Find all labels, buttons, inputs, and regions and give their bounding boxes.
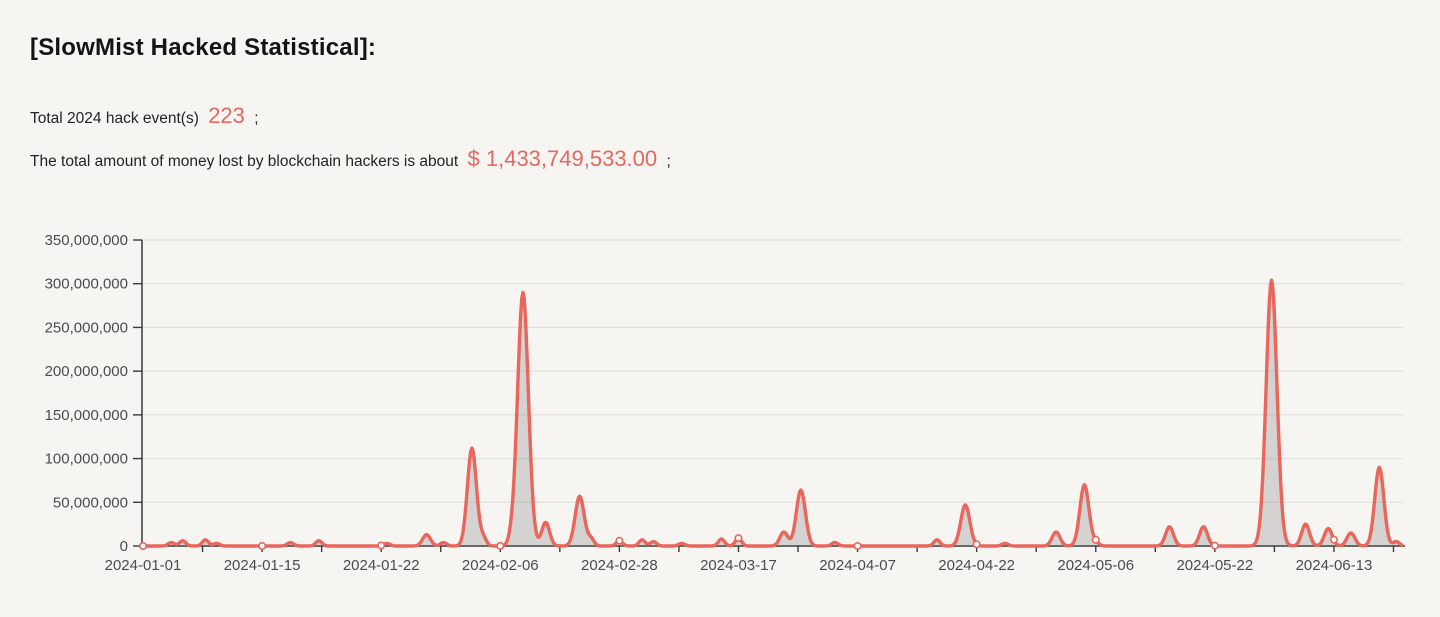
total-lost-line: The total amount of money lost by blockc… xyxy=(30,146,671,172)
hack-loss-chart-svg: 0 50,000,000 100,000,000 150,000,000 200,000… xyxy=(45,232,1405,574)
y-tick-label: 200,000,000 xyxy=(45,363,128,380)
total-lost-amount: $ 1,433,749,533.00 xyxy=(467,146,658,171)
x-tick-label: 2024-02-28 xyxy=(581,557,658,574)
data-point-marker xyxy=(853,541,862,550)
y-tick-label: 150,000,000 xyxy=(45,407,128,424)
data-point-marker xyxy=(972,540,981,549)
series-area-fill xyxy=(143,280,1402,546)
x-tick-label: 2024-03-17 xyxy=(700,557,777,574)
x-tick-label: 2024-01-01 xyxy=(105,557,182,574)
y-tick-label: 50,000,000 xyxy=(53,494,128,511)
data-point-marker xyxy=(1329,535,1338,544)
x-tick-label: 2024-05-06 xyxy=(1057,557,1134,574)
data-point-marker xyxy=(258,541,267,550)
x-tick-label: 2024-01-15 xyxy=(224,557,301,574)
data-point-marker xyxy=(734,534,743,543)
x-tick-label: 2024-04-07 xyxy=(819,557,896,574)
data-point-marker xyxy=(139,541,148,550)
x-tick-label: 2024-05-22 xyxy=(1176,557,1253,574)
series-line xyxy=(141,278,1404,548)
hack-events-suffix: ; xyxy=(254,110,259,127)
y-tick-label: 250,000,000 xyxy=(45,319,128,336)
total-lost-prefix: The total amount of money lost by blockc… xyxy=(30,153,459,170)
y-tick-label: 300,000,000 xyxy=(45,276,128,293)
x-tick-label: 2024-01-22 xyxy=(343,557,420,574)
y-tick-label: 350,000,000 xyxy=(45,232,128,249)
total-lost-suffix: ; xyxy=(666,153,671,170)
data-point-marker xyxy=(496,541,505,550)
x-tick-label: 2024-02-06 xyxy=(462,557,539,574)
hack-events-line: Total 2024 hack event(s) 223 ; xyxy=(30,103,259,129)
hack-events-prefix: Total 2024 hack event(s) xyxy=(30,110,199,127)
x-tick-label: 2024-04-22 xyxy=(938,557,1015,574)
page-title: [SlowMist Hacked Statistical]: xyxy=(30,34,377,61)
data-point-marker xyxy=(1091,535,1100,544)
y-tick-label: 100,000,000 xyxy=(45,451,128,468)
data-point-marker xyxy=(615,536,624,545)
y-tick-label: 0 xyxy=(120,538,128,555)
data-point-marker xyxy=(1210,541,1219,550)
hack-events-count: 223 xyxy=(208,103,245,128)
x-tick-label: 2024-06-13 xyxy=(1296,557,1373,574)
hack-loss-chart: 0 50,000,000 100,000,000 150,000,000 200,000… xyxy=(0,205,1440,612)
data-point-marker xyxy=(377,541,386,550)
